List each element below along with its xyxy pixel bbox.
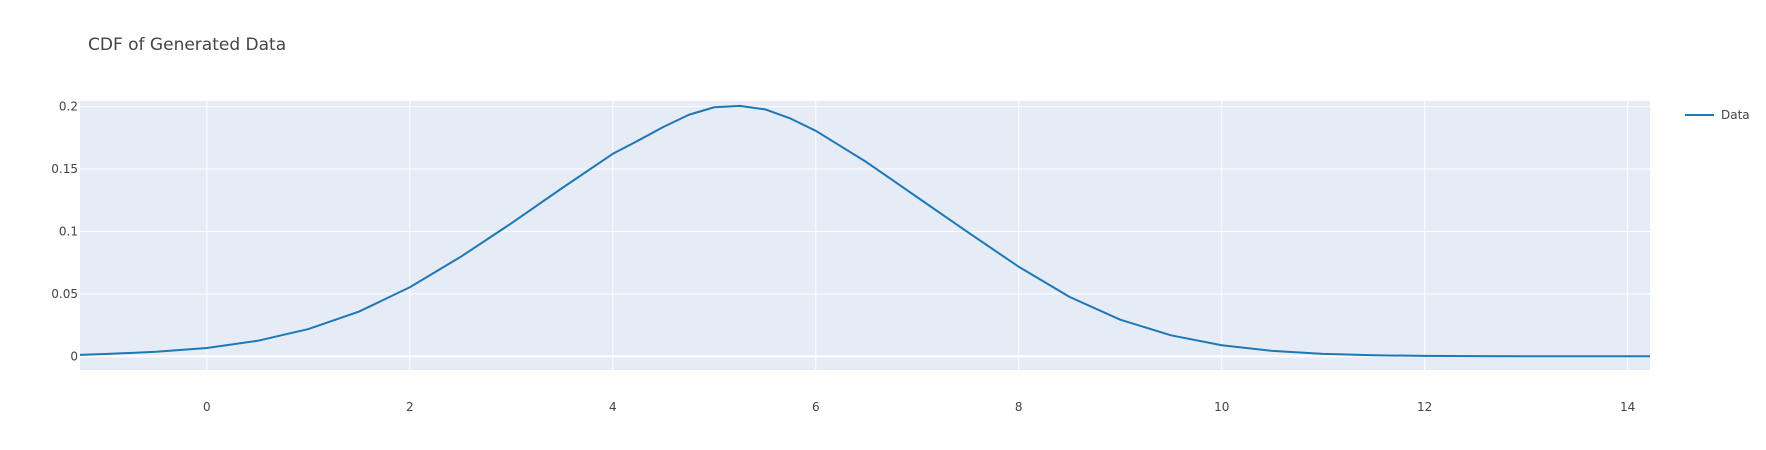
x-tick-label: 2 [406,400,414,414]
x-tick-label: 12 [1417,400,1432,414]
series-line [79,104,1650,358]
y-tick-label: 0.1 [59,224,78,238]
x-tick-label: 4 [609,400,617,414]
x-tick-label: 0 [203,400,211,414]
plot-area [80,101,1650,370]
y-tick-label: 0.2 [59,100,78,114]
legend-item[interactable]: Data [1685,108,1750,122]
x-tick-label: 14 [1620,400,1635,414]
x-gridlines [206,101,1629,370]
chart-title: CDF of Generated Data [88,35,286,55]
legend-label: Data [1721,108,1750,122]
legend[interactable]: Data [1685,108,1750,122]
y-tick-label: 0.05 [51,287,78,301]
x-tick-label: 10 [1214,400,1229,414]
x-tick-labels: 0 2 4 6 8 10 12 14 [203,400,1635,414]
y-tick-labels: 0 0.05 0.1 0.15 0.2 [51,100,78,364]
y-tick-label: 0.15 [51,162,78,176]
x-tick-label: 8 [1015,400,1023,414]
x-tick-label: 6 [812,400,820,414]
y-tick-label: 0 [70,349,78,363]
series-lines [79,104,1650,358]
